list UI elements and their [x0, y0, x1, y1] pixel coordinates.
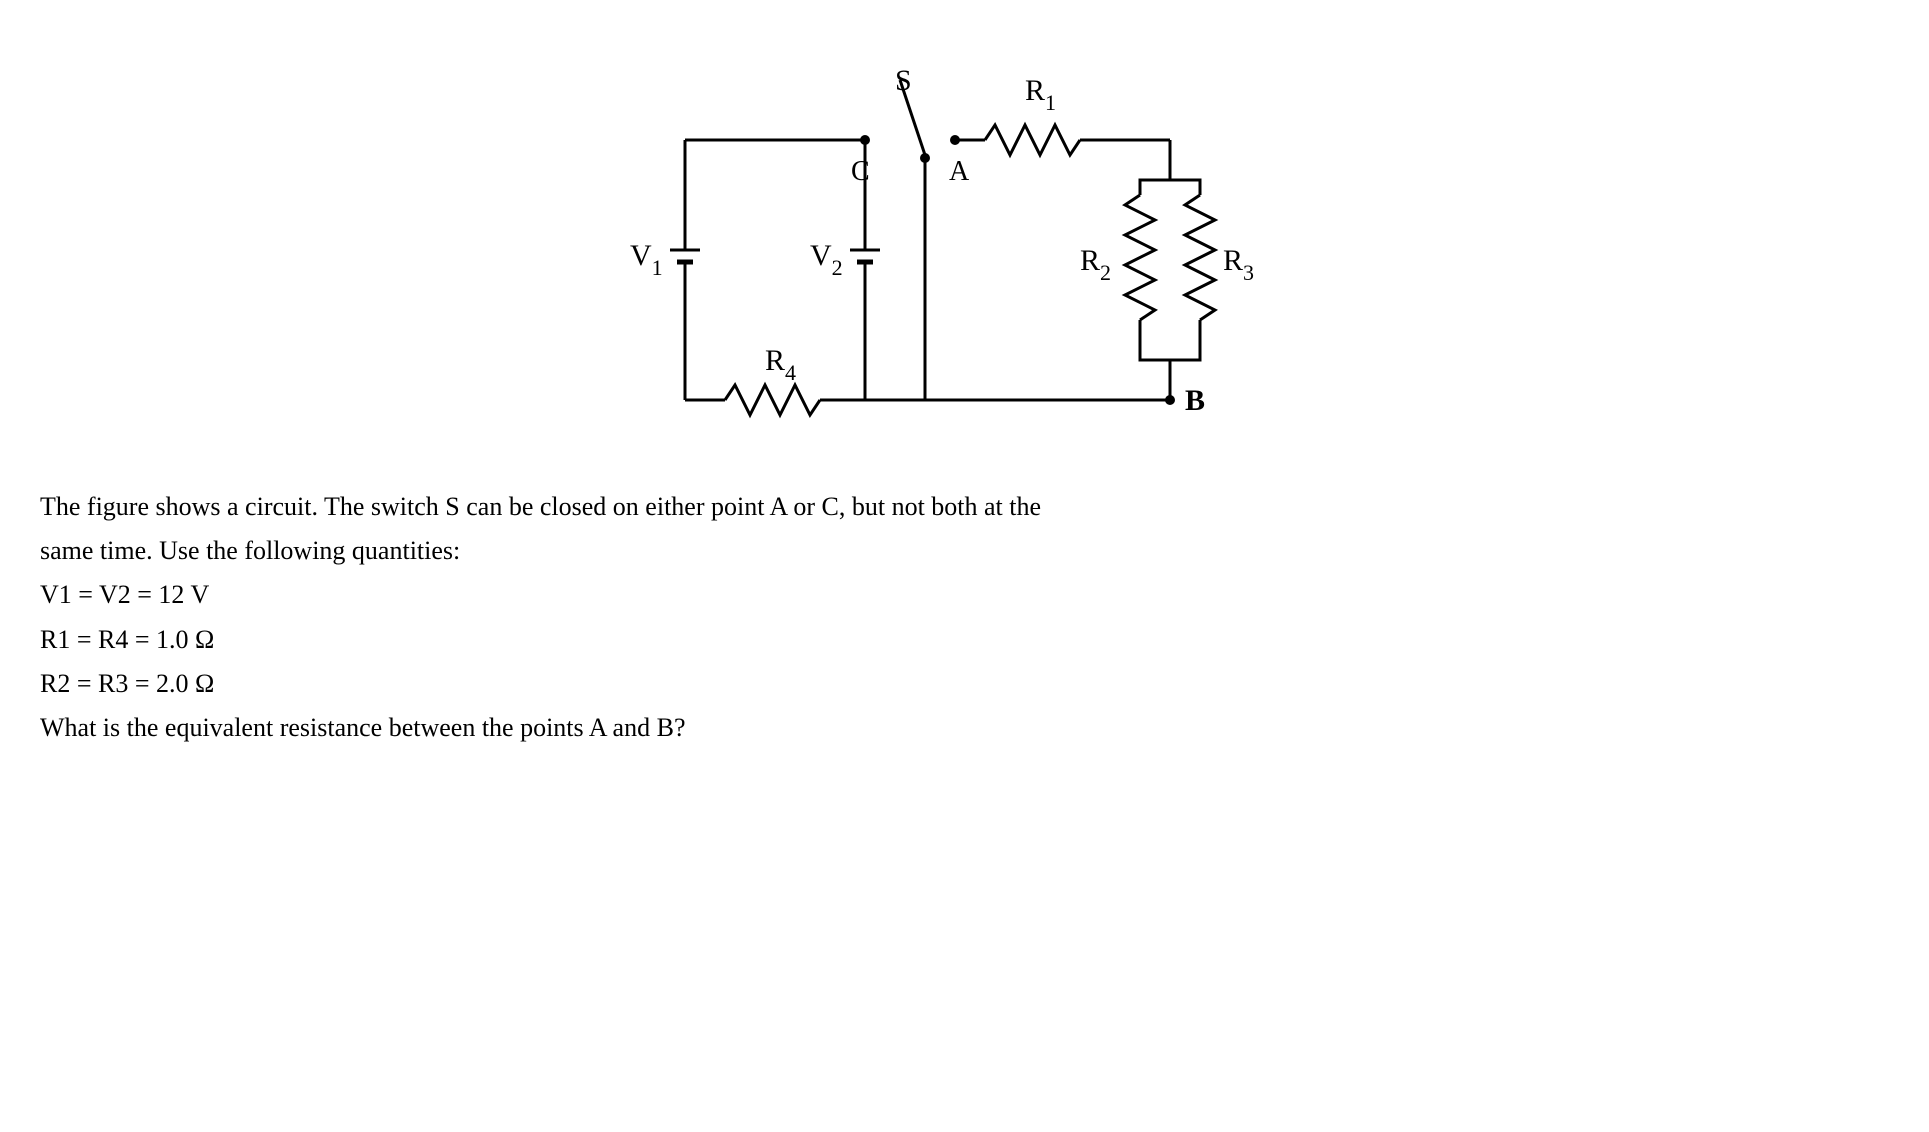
svg-text:R2: R2: [1080, 244, 1111, 285]
label-R4: R: [765, 344, 785, 377]
label-A: A: [949, 156, 970, 187]
para-line5: R2 = R3 = 2.0 Ω: [40, 662, 1440, 706]
question-text: The figure shows a circuit. The switch S…: [40, 485, 1440, 750]
svg-text:R4: R4: [765, 344, 796, 385]
svg-text:R1: R1: [1025, 74, 1056, 115]
para-line3: V1 = V2 = 12 V: [40, 573, 1440, 617]
svg-text:V1: V1: [630, 239, 663, 280]
label-R2: R: [1080, 244, 1100, 277]
svg-text:V2: V2: [810, 239, 843, 280]
label-B: B: [1185, 384, 1205, 417]
circuit-diagram: S R1 C A V1 V2 R2 R3 R4 B: [615, 40, 1315, 445]
circuit-svg: S R1 C A V1 V2 R2 R3 R4 B: [615, 40, 1315, 440]
label-S: S: [895, 64, 912, 97]
label-V1: V: [630, 239, 652, 272]
svg-text:R3: R3: [1223, 244, 1254, 285]
para-line2: same time. Use the following quantities:: [40, 529, 1440, 573]
label-C: C: [851, 156, 870, 187]
label-V2: V: [810, 239, 832, 272]
label-R1: R: [1025, 74, 1045, 107]
para-line1: The figure shows a circuit. The switch S…: [40, 485, 1440, 529]
para-line6: What is the equivalent resistance betwee…: [40, 706, 1440, 750]
label-R3: R: [1223, 244, 1243, 277]
para-line4: R1 = R4 = 1.0 Ω: [40, 618, 1440, 662]
